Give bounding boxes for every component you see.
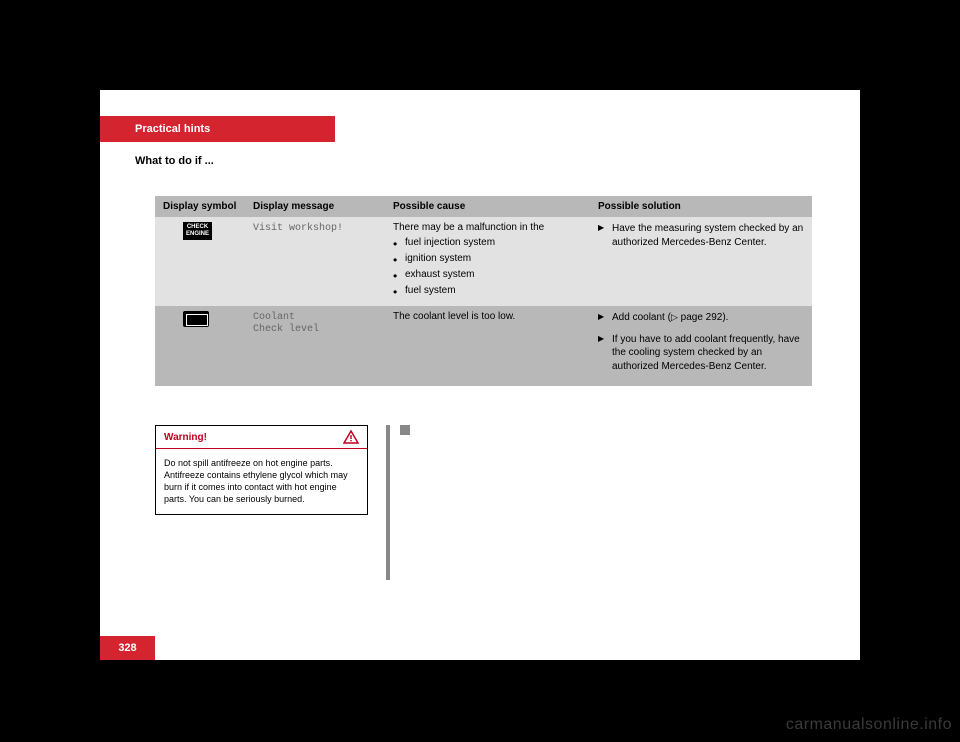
warning-triangle-icon <box>343 430 359 444</box>
col-cause: Possible cause <box>385 196 590 217</box>
table-row: Coolant Check level The coolant level is… <box>155 306 812 386</box>
vertical-divider <box>386 425 390 580</box>
cause-item: ignition system <box>393 253 582 264</box>
solution-list: Have the measuring system checked by an … <box>598 222 804 249</box>
warning-body: Do not spill antifreeze on hot engine pa… <box>156 449 367 514</box>
cell-symbol: CHECKENGINE <box>155 217 245 306</box>
section-tab-label: Practical hints <box>135 123 210 135</box>
cell-solution: Have the measuring system checked by an … <box>590 217 812 306</box>
message-text-2: Check level <box>253 324 319 335</box>
section-tab: Practical hints <box>100 116 335 142</box>
cell-solution: Add coolant (▷ page 292). If you have to… <box>590 306 812 386</box>
message-text-1: Coolant <box>253 312 295 323</box>
cell-symbol <box>155 306 245 386</box>
gray-marker <box>400 425 410 435</box>
check-engine-icon: CHECKENGINE <box>183 222 212 240</box>
col-solution: Possible solution <box>590 196 812 217</box>
manual-page: Practical hints What to do if ... Displa… <box>100 90 860 660</box>
cause-item: exhaust system <box>393 269 582 280</box>
cell-cause: There may be a malfunction in the fuel i… <box>385 217 590 306</box>
page-ref-icon: ▷ <box>671 312 678 322</box>
cause-item: fuel injection system <box>393 237 582 248</box>
coolant-icon <box>183 311 209 327</box>
col-symbol: Display symbol <box>155 196 245 217</box>
solution-item: If you have to add coolant frequently, h… <box>598 333 804 374</box>
solution-item: Have the measuring system checked by an … <box>598 222 804 249</box>
cause-lead: There may be a malfunction in the <box>393 222 544 233</box>
cell-message: Visit workshop! <box>245 217 385 306</box>
section-title: What to do if ... <box>135 155 214 167</box>
page-number: 328 <box>100 636 155 660</box>
warning-title: Warning! <box>164 432 207 443</box>
cell-cause: The coolant level is too low. <box>385 306 590 386</box>
cause-list: fuel injection system ignition system ex… <box>393 237 582 296</box>
col-message: Display message <box>245 196 385 217</box>
message-text: Visit workshop! <box>253 223 343 234</box>
table-header-row: Display symbol Display message Possible … <box>155 196 812 217</box>
solution-list: Add coolant (▷ page 292). If you have to… <box>598 311 804 373</box>
diagnostic-table: Display symbol Display message Possible … <box>155 196 812 386</box>
watermark: carmanualsonline.info <box>786 716 952 734</box>
warning-box: Warning! Do not spill antifreeze on hot … <box>155 425 368 515</box>
cell-message: Coolant Check level <box>245 306 385 386</box>
cause-text: The coolant level is too low. <box>393 311 515 322</box>
solution-item: Add coolant (▷ page 292). <box>598 311 804 325</box>
warning-header: Warning! <box>156 426 367 449</box>
cause-item: fuel system <box>393 285 582 296</box>
table-row: CHECKENGINE Visit workshop! There may be… <box>155 217 812 306</box>
